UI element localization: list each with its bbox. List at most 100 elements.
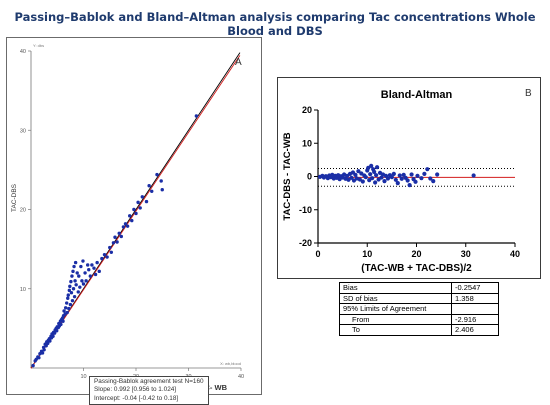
passing-bablok-points: [31, 114, 199, 368]
data-point: [382, 179, 387, 184]
stats-label: To: [339, 324, 452, 336]
data-point: [353, 172, 358, 177]
data-point: [422, 171, 427, 176]
data-point: [194, 114, 199, 118]
data-point: [108, 245, 112, 250]
data-point: [90, 263, 94, 267]
data-point: [66, 293, 70, 297]
data-point: [372, 169, 377, 174]
stats-value: 1.358: [451, 292, 499, 304]
x-axis-label: TAC- WB: [195, 383, 228, 392]
data-point: [80, 279, 84, 283]
y-tick-label: 30: [20, 128, 26, 134]
data-point: [413, 179, 418, 184]
stats-label: 95% Limits of Agreement: [339, 303, 452, 315]
data-point: [407, 183, 412, 188]
stats-row-to: To 2.406: [339, 324, 499, 336]
data-point: [113, 235, 117, 239]
data-point: [69, 291, 74, 295]
y-tick-label: 40: [20, 49, 26, 55]
data-point: [369, 163, 374, 168]
chart-title: Bland-Altman: [381, 89, 453, 101]
data-point: [356, 169, 361, 174]
data-point: [62, 309, 66, 313]
data-point: [72, 264, 76, 269]
data-point: [40, 351, 45, 355]
data-point: [125, 224, 130, 228]
data-point: [360, 179, 365, 184]
data-point: [88, 274, 93, 278]
data-point: [92, 266, 96, 270]
data-point: [415, 173, 420, 178]
data-point: [471, 173, 476, 178]
data-point: [160, 187, 164, 192]
stats-value: -0.2547: [451, 282, 499, 294]
y-tick-label: 10: [20, 287, 26, 293]
data-point: [401, 172, 406, 177]
stats-label: From: [339, 313, 452, 325]
data-point: [115, 240, 119, 244]
annotation-line-slope: Slope: 0.992 [0.956 to 1.024]: [94, 386, 177, 394]
data-point: [367, 178, 372, 183]
x-tick-label: 10: [80, 374, 86, 380]
data-point: [140, 195, 144, 199]
data-point: [68, 284, 72, 289]
data-point: [52, 331, 57, 335]
y-tick-label: -10: [299, 205, 312, 215]
x-tick-label: 30: [461, 249, 471, 259]
data-point: [37, 355, 41, 360]
annotation-line-n: Passing-Bablok agreement test N=160: [94, 378, 204, 385]
data-point: [75, 271, 79, 275]
data-point: [366, 165, 371, 170]
y-axis-label: TAC-DBS - TAC-WB: [282, 132, 293, 220]
data-point: [55, 329, 59, 333]
bland-altman-points: [317, 163, 476, 188]
data-point: [391, 171, 396, 176]
data-point: [155, 172, 159, 177]
data-point: [425, 167, 430, 172]
data-point: [363, 175, 368, 180]
data-point: [385, 176, 391, 181]
panel-label: A: [235, 57, 242, 68]
data-point: [111, 241, 116, 245]
data-point: [61, 319, 65, 323]
data-point: [67, 288, 72, 293]
data-point: [87, 268, 91, 272]
data-point: [374, 173, 379, 178]
data-point: [399, 176, 404, 181]
data-point: [428, 176, 433, 181]
stats-value: 2.406: [451, 324, 499, 336]
y-tick-label: 20: [302, 105, 312, 115]
data-point: [70, 274, 74, 278]
bland-altman-labels: 0 10 20 30 40 -20 -10 0 10 20 Bland-Altman B (TAC-WB…: [282, 88, 532, 274]
stats-value: [451, 303, 499, 315]
data-point: [71, 269, 75, 274]
x-tick-label: 0: [315, 249, 320, 259]
stats-label: Bias: [339, 282, 452, 294]
data-point: [86, 263, 90, 267]
data-point: [138, 206, 142, 210]
data-point: [71, 287, 76, 291]
stats-label: SD of bias: [339, 292, 452, 304]
x-tick-label: 40: [510, 249, 520, 259]
data-point: [393, 177, 398, 182]
data-point: [373, 180, 378, 185]
data-point: [397, 173, 402, 178]
data-point: [67, 306, 71, 311]
figure-title: Passing–Bablok and Bland–Altman analysis…: [14, 10, 536, 38]
y-tick-label: 0: [307, 172, 312, 182]
x-tick-label: 20: [411, 249, 421, 259]
data-point: [48, 339, 52, 343]
stats-row-from: From -2.916: [339, 313, 499, 325]
data-point: [77, 274, 81, 278]
data-point: [102, 252, 107, 257]
corner-label-top: Y: dbs: [33, 43, 44, 48]
y-tick-label: -20: [299, 238, 312, 248]
bland-altman-stats-table: Bias -0.2547 SD of bias 1.358 95% Limits…: [339, 282, 499, 336]
data-point: [159, 179, 163, 183]
data-point: [389, 175, 394, 180]
bland-altman-panel: 0 10 20 30 40 -20 -10 0 10 20 Bland-Altman B (TAC-WB…: [277, 77, 541, 279]
data-point: [147, 184, 151, 188]
data-point: [59, 322, 63, 327]
